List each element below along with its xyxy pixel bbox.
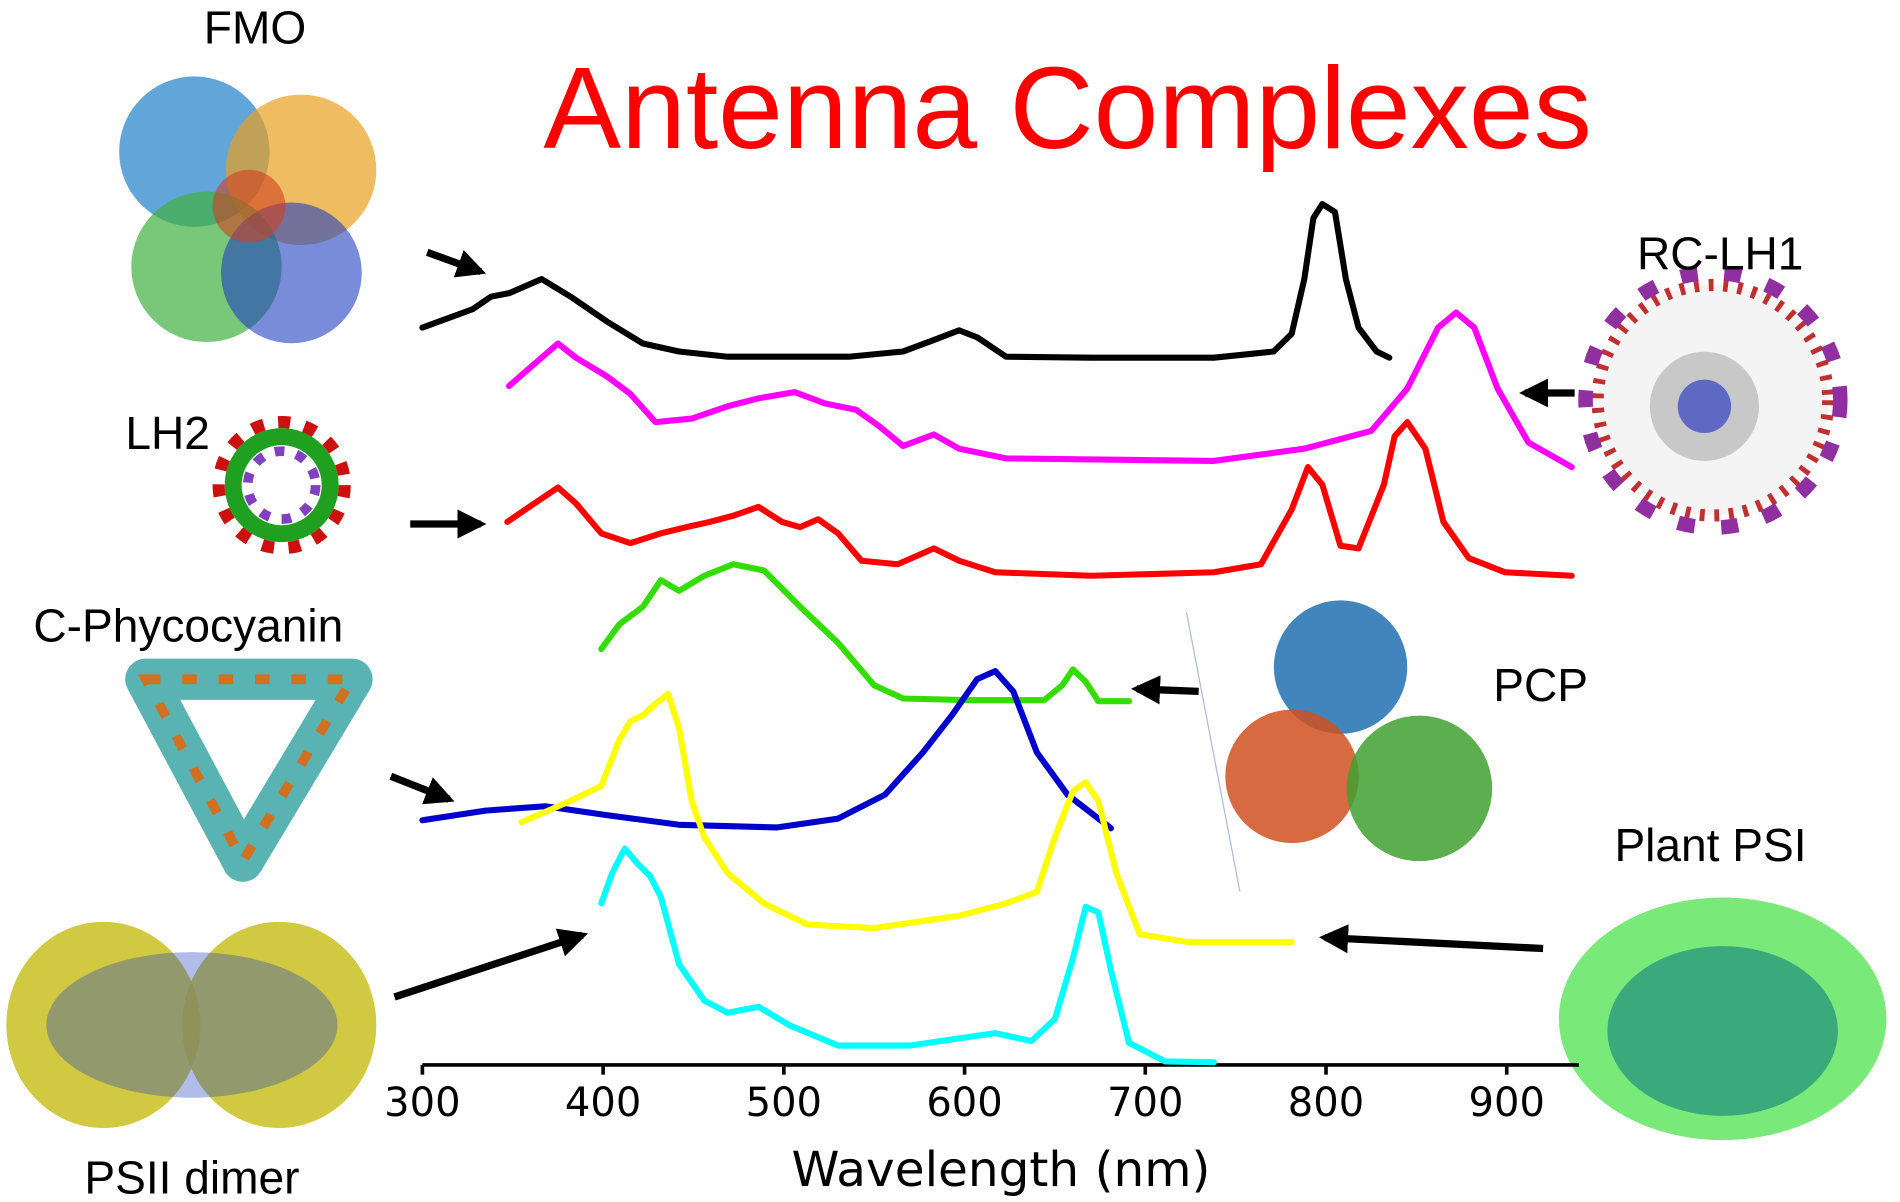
spectrum-line: [601, 564, 1129, 701]
x-tick-label: 600: [926, 1080, 1002, 1126]
series-label: Plant PSI: [1614, 819, 1806, 871]
spectrum-line: [422, 671, 1111, 828]
x-axis-label: Wavelength (nm): [791, 1142, 1210, 1198]
spectrum-line: [507, 422, 1571, 576]
arrows: [391, 252, 1575, 997]
series-label: FMO: [204, 2, 306, 54]
x-tick-label: 900: [1469, 1080, 1545, 1126]
x-tick-label: 400: [565, 1080, 641, 1126]
x-tick-label: 700: [1107, 1080, 1183, 1126]
pcp-structure: [1187, 600, 1493, 891]
spectrum-line: [422, 204, 1389, 358]
series-label: PCP: [1493, 659, 1588, 711]
rc-lh1-structure: [1586, 273, 1841, 528]
c-phycocyanin-structure: [146, 679, 352, 861]
page: Antenna Complexes: [0, 0, 1900, 1202]
series-label: C-Phycocyanin: [33, 600, 343, 652]
x-tick-label: 800: [1288, 1080, 1364, 1126]
x-tick-label: 500: [746, 1080, 822, 1126]
series-label: PSII dimer: [84, 1152, 299, 1202]
x-tick-label: 300: [384, 1080, 460, 1126]
psii-structure: [6, 922, 376, 1128]
spectrum-line: [509, 313, 1572, 468]
chart-title: Antenna Complexes: [543, 43, 1591, 173]
chart: Antenna Complexes: [0, 0, 1900, 1202]
plant-psi-structure: [1559, 898, 1886, 1141]
series-label: RC-LH1: [1637, 227, 1803, 279]
lh2-structure: [219, 422, 345, 548]
fmo-structure: [119, 76, 376, 343]
series-label: LH2: [125, 407, 210, 459]
